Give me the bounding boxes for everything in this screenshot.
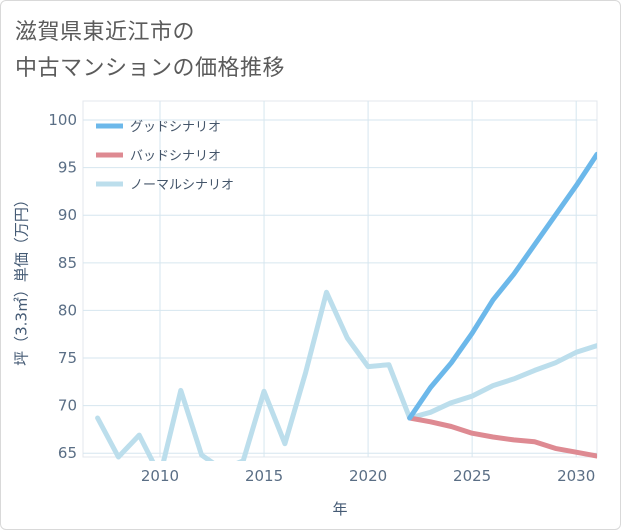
x-tick-label: 2025 (453, 467, 491, 485)
title-line-1: 滋賀県東近江市の (15, 20, 196, 45)
legend-label: ノーマルシナリオ (130, 178, 234, 193)
x-tick-label: 2020 (349, 467, 387, 485)
series-line-normal (95, 289, 597, 461)
x-axis-label: 年 (332, 500, 347, 518)
y-tick-label: 100 (48, 111, 77, 129)
y-tick-label: 85 (58, 254, 77, 272)
y-tick-label: 90 (58, 206, 77, 224)
title-line-2: 中古マンションの価格推移 (15, 56, 286, 81)
chart-title: 滋賀県東近江市の 中古マンションの価格推移 (15, 15, 285, 87)
y-axis-label: 坪（3.3㎡）単価（万円） (13, 192, 31, 366)
legend-label: グッドシナリオ (130, 120, 221, 135)
series-line-good (407, 151, 597, 421)
y-tick-label: 70 (58, 397, 77, 415)
y-tick-label: 80 (58, 301, 77, 319)
x-tick-label: 2030 (557, 467, 595, 485)
series-lines (95, 151, 597, 461)
x-tick-label: 2010 (141, 467, 179, 485)
plot-frame (82, 100, 598, 458)
y-tick-label: 65 (58, 444, 77, 462)
series-line-bad (407, 415, 597, 459)
y-tick-label: 75 (58, 349, 77, 367)
x-tick-label: 2015 (245, 467, 283, 485)
y-tick-label: 95 (58, 159, 77, 177)
tick-labels: 2010 2015 2020 2025 2030 65 70 75 80 85 90 95 100 (48, 111, 595, 485)
legend-label: バッドシナリオ (130, 149, 221, 164)
